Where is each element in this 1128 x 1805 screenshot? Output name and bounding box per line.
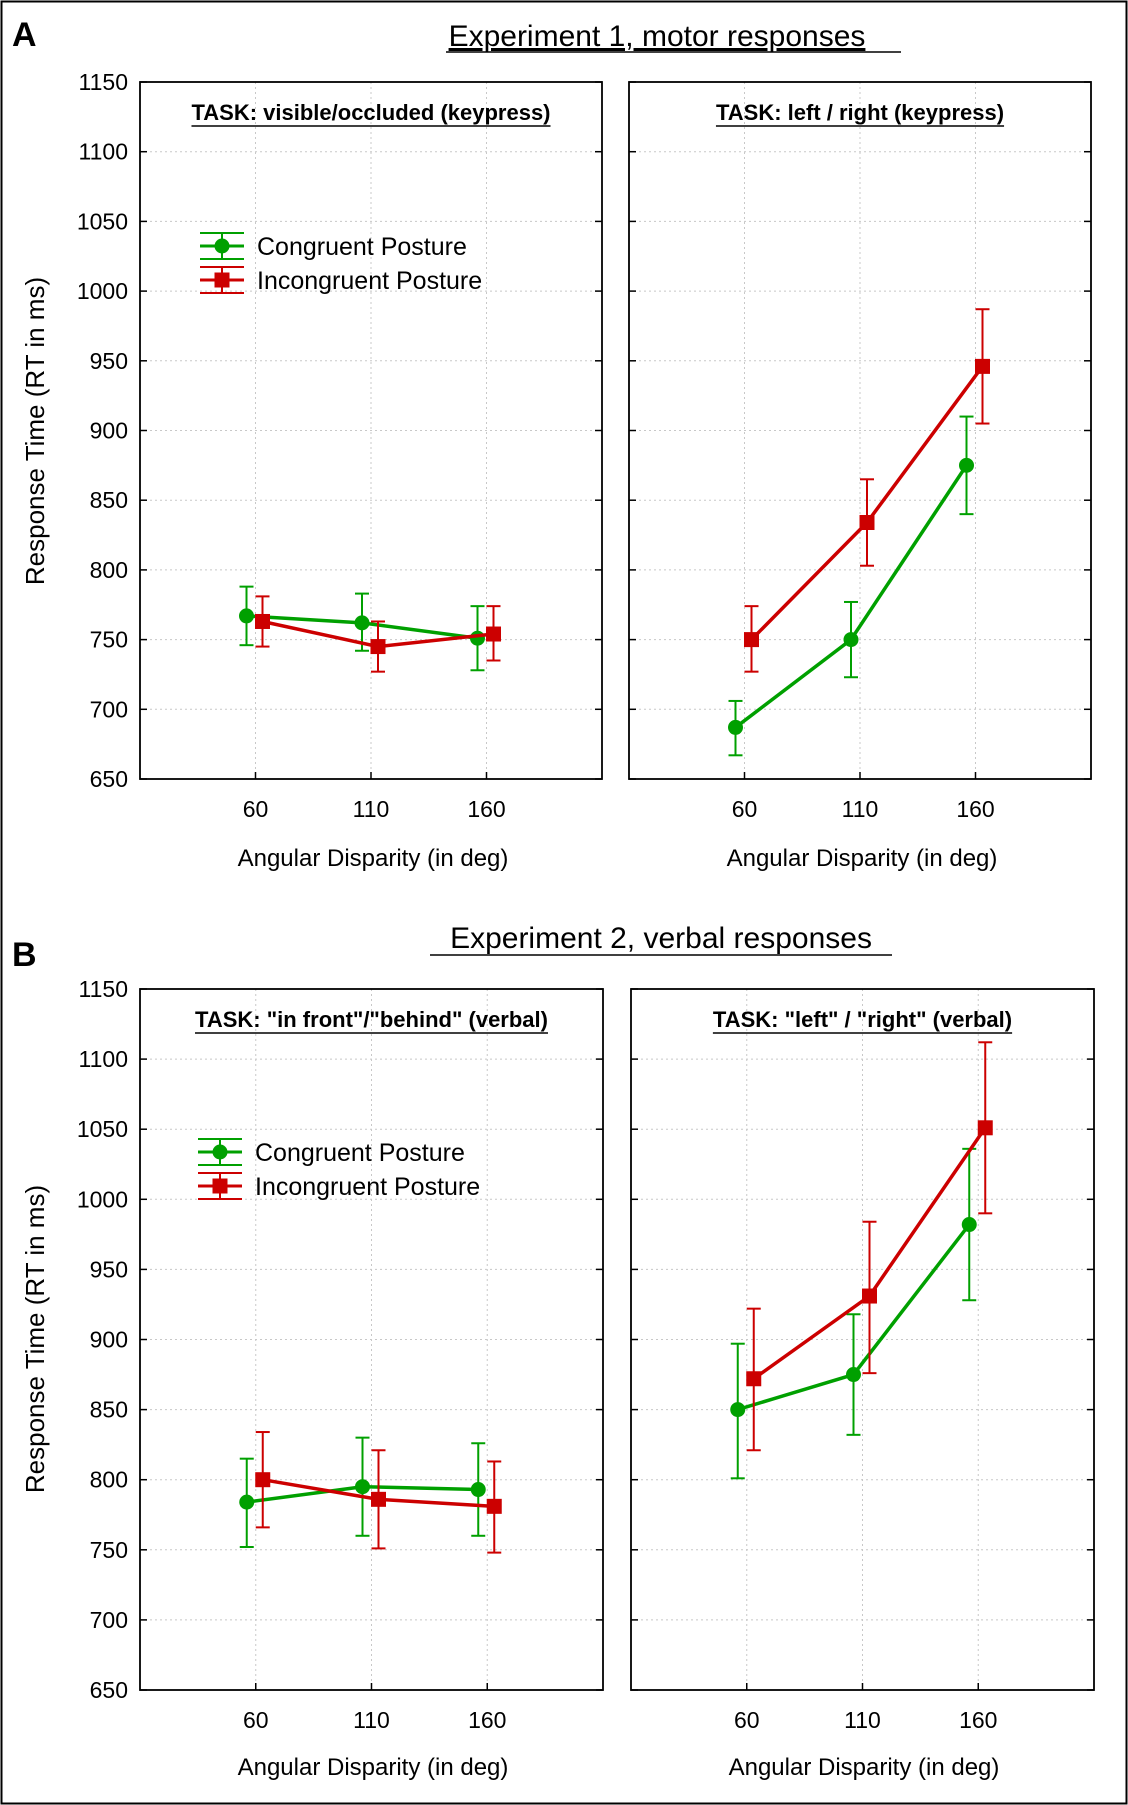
data-point-incongruent [371,1491,386,1507]
x-tick-label: 160 [468,1707,506,1733]
legend-marker-square [212,1178,228,1194]
y-tick-label: 900 [90,418,128,444]
y-tick-label: 1150 [79,976,128,1002]
data-point-congruent [728,719,743,735]
y-tick-label: 850 [90,1397,128,1423]
plot-4-x-axis-title: Angular Disparity (in deg) [729,1754,1000,1781]
task-label: TASK: "in front"/"behind" (verbal) [195,1007,548,1032]
data-point-incongruent [862,1288,877,1304]
plot-left-right-verbal: 60 110 160 TASK: "left" / "right" (verbal) [630,988,1095,1733]
panel-letter-a: A [12,16,37,54]
x-tick-label: 160 [959,1707,997,1733]
y-tick-label: 700 [90,696,128,722]
legend-label-incongruent: Incongruent Posture [255,1173,480,1201]
task-label: TASK: visible/occluded (keypress) [191,100,550,125]
data-point-incongruent [486,1498,502,1514]
plot-left-right-keypress: 60 110 160 TASK: left / right (keypress) [628,81,1092,822]
x-tick-label: 60 [734,1707,760,1733]
data-point-congruent [843,632,859,648]
y-tick-label: 950 [90,348,128,374]
data-point-incongruent [746,1371,762,1387]
plot-visible-occluded-keypress: 650 700 750 800 850 900 950 1000 1050 1100 1150 60 1… [77,69,603,822]
y-tick-label: 750 [90,1537,128,1563]
y-tick-label: 1150 [79,69,128,95]
x-tick-label: 110 [844,1707,881,1733]
y-tick-label: 800 [90,557,128,583]
y-tick-label: 800 [90,1467,128,1493]
y-tick-label: 850 [90,487,128,513]
x-tick-label: 60 [243,796,269,822]
data-point-incongruent [370,639,386,655]
data-point-congruent [239,1494,255,1510]
legend-marker-circle [212,1144,228,1160]
legend-label-congruent: Congruent Posture [257,233,467,261]
data-point-congruent [239,608,254,624]
y-tick-label: 700 [90,1607,128,1633]
y-tick-label: 650 [90,766,128,792]
y-tick-label: 1000 [77,1186,128,1212]
y-tick-label: 750 [90,627,128,653]
data-point-congruent [470,1482,486,1498]
plot-1-x-axis-title: Angular Disparity (in deg) [238,845,509,872]
data-point-incongruent [977,1120,993,1136]
plot-2-x-axis-title: Angular Disparity (in deg) [727,845,998,872]
panel-b-title: Experiment 2, verbal responses [450,922,872,955]
legend: Congruent Posture Incongruent Posture [200,232,482,295]
y-tick-label: 1000 [77,278,128,304]
data-point-congruent [846,1367,861,1383]
panel-a-y-axis-title: Response Time (RT in ms) [20,277,50,585]
legend: Congruent Posture Incongruent Posture [198,1138,480,1201]
data-point-congruent [961,1217,977,1233]
x-tick-label: 160 [956,796,994,822]
legend-marker-square [214,272,230,288]
data-point-congruent [470,630,485,646]
data-point-incongruent [255,1472,271,1488]
data-point-incongruent [859,515,875,531]
plot-in-front-behind-verbal: 650 700 750 800 850 900 950 1000 1050 1100 1150 60 1… [77,976,604,1733]
y-tick-label: 900 [90,1327,128,1353]
data-point-incongruent [744,632,759,648]
y-tick-label: 1050 [77,1116,128,1142]
y-tick-label: 1100 [79,139,128,165]
panel-letter-b: B [12,936,37,974]
y-tick-label: 1050 [77,208,128,234]
panel-a-title: Experiment 1, motor responses [449,20,866,53]
data-point-congruent [730,1402,746,1418]
legend-label-incongruent: Incongruent Posture [257,267,482,295]
y-tick-label: 1100 [79,1046,128,1072]
y-tick-label: 950 [90,1256,128,1282]
plot-3-x-axis-title: Angular Disparity (in deg) [238,1754,509,1781]
x-tick-label: 160 [467,796,505,822]
x-tick-label: 60 [243,1707,269,1733]
task-label: TASK: left / right (keypress) [716,100,1004,125]
legend-marker-circle [214,238,230,254]
data-point-congruent [355,1479,370,1495]
task-label: TASK: "left" / "right" (verbal) [713,1007,1012,1032]
x-tick-label: 110 [353,796,390,822]
data-point-incongruent [255,613,270,629]
x-tick-label: 60 [732,796,758,822]
x-tick-label: 110 [842,796,879,822]
data-point-incongruent [486,626,501,642]
data-point-incongruent [975,358,990,374]
x-tick-label: 110 [353,1707,390,1733]
panel-b-y-axis-title: Response Time (RT in ms) [20,1185,50,1493]
data-point-congruent [354,615,370,631]
legend-label-congruent: Congruent Posture [255,1139,465,1167]
data-point-congruent [959,457,974,473]
y-tick-label: 650 [90,1677,128,1703]
